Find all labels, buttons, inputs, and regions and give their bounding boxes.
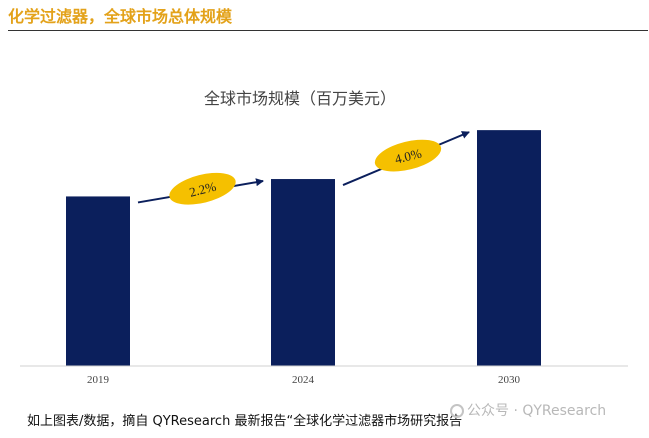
x-tick-label: 2024 — [292, 374, 315, 386]
watermark-text: 公众号 · QYResearch — [467, 403, 607, 419]
watermark: 公众号 · QYResearch — [450, 400, 606, 420]
chart-title: 全球市场规模（百万美元） — [204, 89, 396, 108]
growth-rate-label: 4.0% — [393, 145, 423, 166]
bar-chart: 全球市场规模（百万美元） 2019 2024 2030 2.2% 4.0% — [20, 89, 628, 386]
growth-rate-badge — [374, 139, 442, 172]
growth-rate-label: 2.2% — [188, 179, 218, 200]
growth-rate-badge — [169, 172, 236, 205]
bar-2019 — [66, 196, 130, 366]
page-title: 化学过滤器，全球市场总体规模 — [8, 7, 233, 26]
wechat-icon — [450, 404, 464, 418]
figure-caption: 如上图表/数据，摘自 QYResearch 最新报告“全球化学过滤器市场研究报告 — [27, 414, 463, 429]
x-tick-label: 2030 — [498, 374, 521, 386]
x-tick-label: 2019 — [87, 374, 110, 386]
bar-2024 — [271, 179, 335, 366]
title-divider — [8, 30, 648, 31]
bar-2030 — [477, 130, 541, 366]
